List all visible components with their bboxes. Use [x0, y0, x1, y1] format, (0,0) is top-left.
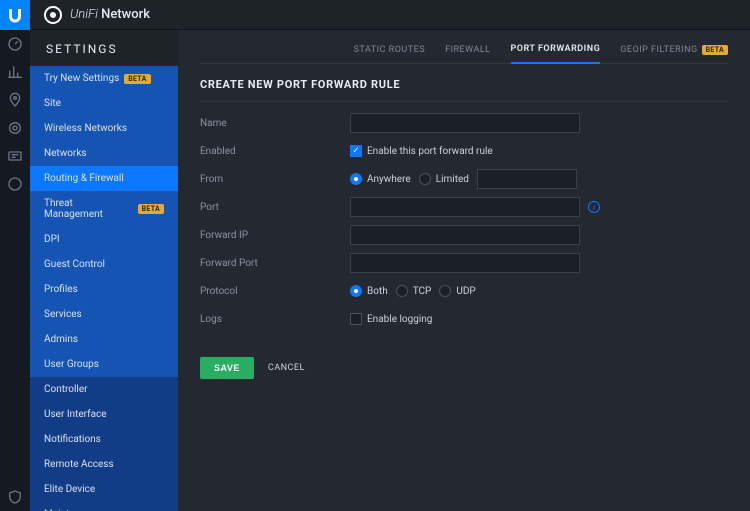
sidebar-item-try-new-settings[interactable]: Try New Settings BETA — [30, 66, 178, 91]
sidebar-item-label: Profiles — [44, 284, 78, 295]
sidebar-item-user-groups[interactable]: User Groups — [30, 352, 178, 377]
form-title: CREATE NEW PORT FORWARD RULE — [200, 64, 728, 102]
sidebar-item-admins[interactable]: Admins — [30, 327, 178, 352]
radio-icon — [419, 173, 431, 185]
from-limited-radio[interactable]: Limited — [419, 173, 469, 185]
tab-geoip-filtering[interactable]: GEOIP FILTERING BETA — [620, 44, 728, 63]
sidebar-item-guest-control[interactable]: Guest Control — [30, 252, 178, 277]
from-anywhere-radio[interactable]: Anywhere — [350, 173, 411, 185]
protocol-udp-radio[interactable]: UDP — [439, 285, 475, 297]
brand-title: UniFi Network — [70, 7, 150, 22]
name-label: Name — [200, 118, 350, 129]
stats-icon[interactable] — [0, 58, 30, 86]
protocol-both-radio[interactable]: Both — [350, 285, 388, 297]
sidebar-item-profiles[interactable]: Profiles — [30, 277, 178, 302]
logs-text: Enable logging — [367, 314, 432, 325]
sidebar-item-threat-management[interactable]: Threat Management BETA — [30, 191, 178, 227]
enabled-text: Enable this port forward rule — [367, 146, 493, 157]
sidebar-item-remote-access[interactable]: Remote Access — [30, 452, 178, 477]
enabled-label: Enabled — [200, 146, 350, 157]
sidebar-item-dpi[interactable]: DPI — [30, 227, 178, 252]
forward-port-input[interactable] — [350, 253, 580, 273]
sidebar-item-label: Try New Settings — [44, 73, 119, 84]
sidebar-item-site[interactable]: Site — [30, 91, 178, 116]
from-label: From — [200, 174, 350, 185]
protocol-label: Protocol — [200, 286, 350, 297]
port-label: Port — [200, 202, 350, 213]
sidebar-item-services[interactable]: Services — [30, 302, 178, 327]
radio-icon — [439, 285, 451, 297]
beta-badge: BETA — [124, 74, 150, 84]
tab-port-forwarding[interactable]: PORT FORWARDING — [511, 44, 601, 64]
sidebar-item-networks[interactable]: Networks — [30, 141, 178, 166]
sidebar-item-label: Guest Control — [44, 259, 105, 270]
sidebar-item-label: User Interface — [44, 409, 107, 420]
enabled-checkbox[interactable]: Enable this port forward rule — [350, 145, 493, 157]
forward-ip-input[interactable] — [350, 225, 580, 245]
loading-icon — [44, 6, 62, 24]
info-icon[interactable]: i — [588, 201, 600, 213]
sidebar-item-label: User Groups — [44, 359, 99, 370]
tab-static-routes[interactable]: STATIC ROUTES — [354, 44, 425, 63]
tab-label: PORT FORWARDING — [511, 44, 601, 54]
sidebar-title: SETTINGS — [30, 30, 178, 66]
sidebar-item-label: Notifications — [44, 434, 101, 445]
sidebar-item-maintenance[interactable]: Maintenance — [30, 502, 178, 511]
cancel-button[interactable]: CANCEL — [268, 363, 305, 373]
from-limited-input[interactable] — [477, 169, 577, 189]
logs-checkbox[interactable]: Enable logging — [350, 313, 432, 325]
radio-icon — [350, 285, 362, 297]
sidebar-item-label: Elite Device — [44, 484, 95, 495]
topbar: UniFi Network — [30, 0, 750, 30]
tabs: STATIC ROUTES FIREWALL PORT FORWARDING GEOI… — [200, 30, 728, 64]
forward-port-label: Forward Port — [200, 258, 350, 269]
dashboard-icon[interactable] — [0, 30, 30, 58]
target-icon[interactable] — [0, 114, 30, 142]
brand-icon[interactable] — [0, 0, 30, 30]
tab-label: FIREWALL — [445, 45, 490, 55]
sidebar-item-label: Site — [44, 98, 61, 109]
sidebar-item-routing-firewall[interactable]: Routing & Firewall — [30, 166, 178, 191]
checkbox-icon — [350, 145, 362, 157]
tab-label: GEOIP FILTERING — [620, 45, 697, 55]
sidebar-item-controller[interactable]: Controller — [30, 377, 178, 402]
sidebar-item-label: Controller — [44, 384, 88, 395]
devices-icon[interactable] — [0, 142, 30, 170]
sidebar-item-label: Admins — [44, 334, 78, 345]
sidebar-item-label: DPI — [44, 234, 60, 245]
name-input[interactable] — [350, 113, 580, 133]
sidebar-item-notifications[interactable]: Notifications — [30, 427, 178, 452]
shield-icon[interactable] — [0, 483, 30, 511]
sidebar-item-label: Services — [44, 309, 82, 320]
radio-icon — [350, 173, 362, 185]
port-input[interactable] — [350, 197, 580, 217]
sidebar-item-elite-device[interactable]: Elite Device — [30, 477, 178, 502]
sidebar-item-label: Remote Access — [44, 459, 114, 470]
sidebar-item-label: Threat Management — [44, 198, 133, 220]
insights-icon[interactable] — [0, 170, 30, 198]
tab-label: STATIC ROUTES — [354, 45, 425, 55]
beta-badge: BETA — [702, 45, 728, 55]
sidebar-item-label: Wireless Networks — [44, 123, 127, 134]
checkbox-icon — [350, 313, 362, 325]
icon-rail — [0, 0, 30, 511]
sidebar-item-user-interface[interactable]: User Interface — [30, 402, 178, 427]
save-button[interactable]: SAVE — [200, 357, 254, 379]
tab-firewall[interactable]: FIREWALL — [445, 44, 490, 63]
forward-ip-label: Forward IP — [200, 230, 350, 241]
protocol-tcp-radio[interactable]: TCP — [396, 285, 432, 297]
settings-sidebar: SETTINGS Try New Settings BETA Site Wireles… — [30, 30, 178, 511]
sidebar-item-wireless-networks[interactable]: Wireless Networks — [30, 116, 178, 141]
beta-badge: BETA — [138, 204, 164, 214]
sidebar-item-label: Routing & Firewall — [44, 173, 124, 184]
sidebar-item-label: Networks — [44, 148, 87, 159]
radio-icon — [396, 285, 408, 297]
map-icon[interactable] — [0, 86, 30, 114]
panel: STATIC ROUTES FIREWALL PORT FORWARDING GEOI… — [178, 30, 750, 511]
logs-label: Logs — [200, 314, 350, 325]
